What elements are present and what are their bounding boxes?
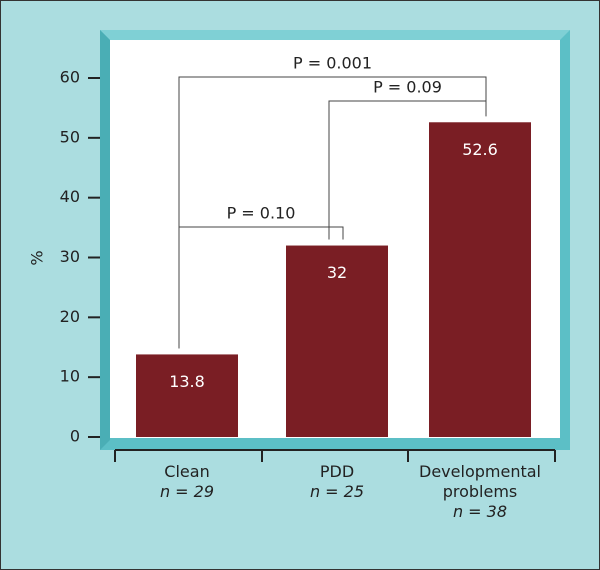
sample-size: n = 25 xyxy=(309,482,365,501)
x-tick-label: Clean xyxy=(164,462,210,481)
bar xyxy=(429,122,531,437)
bar xyxy=(286,245,388,437)
value-label: 52.6 xyxy=(462,140,498,159)
y-tick-label: 60 xyxy=(60,68,80,87)
p-value: P = 0.10 xyxy=(227,204,296,223)
y-tick-label: 50 xyxy=(60,127,80,146)
sample-size: n = 29 xyxy=(159,482,215,501)
frame-top xyxy=(100,30,570,40)
value-label: 32 xyxy=(327,263,347,282)
y-tick-label: 30 xyxy=(60,247,80,266)
x-tick-label: PDD xyxy=(319,462,355,481)
y-axis-label: % xyxy=(28,250,47,265)
x-tick-label: Developmental problems xyxy=(419,462,541,501)
bracket xyxy=(178,76,487,349)
frame-left xyxy=(100,30,110,450)
p-value: P = 0.001 xyxy=(293,54,372,73)
y-tick-label: 10 xyxy=(60,367,80,386)
y-tick-label: 0 xyxy=(70,427,80,446)
p-value: P = 0.09 xyxy=(373,78,442,97)
value-label: 13.8 xyxy=(169,372,205,391)
bar xyxy=(136,354,238,437)
y-tick-label: 40 xyxy=(60,187,80,206)
y-tick-label: 20 xyxy=(60,307,80,326)
sample-size: n = 38 xyxy=(452,502,508,521)
